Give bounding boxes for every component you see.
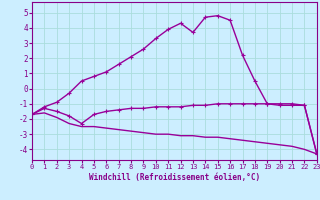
X-axis label: Windchill (Refroidissement éolien,°C): Windchill (Refroidissement éolien,°C) [89,173,260,182]
